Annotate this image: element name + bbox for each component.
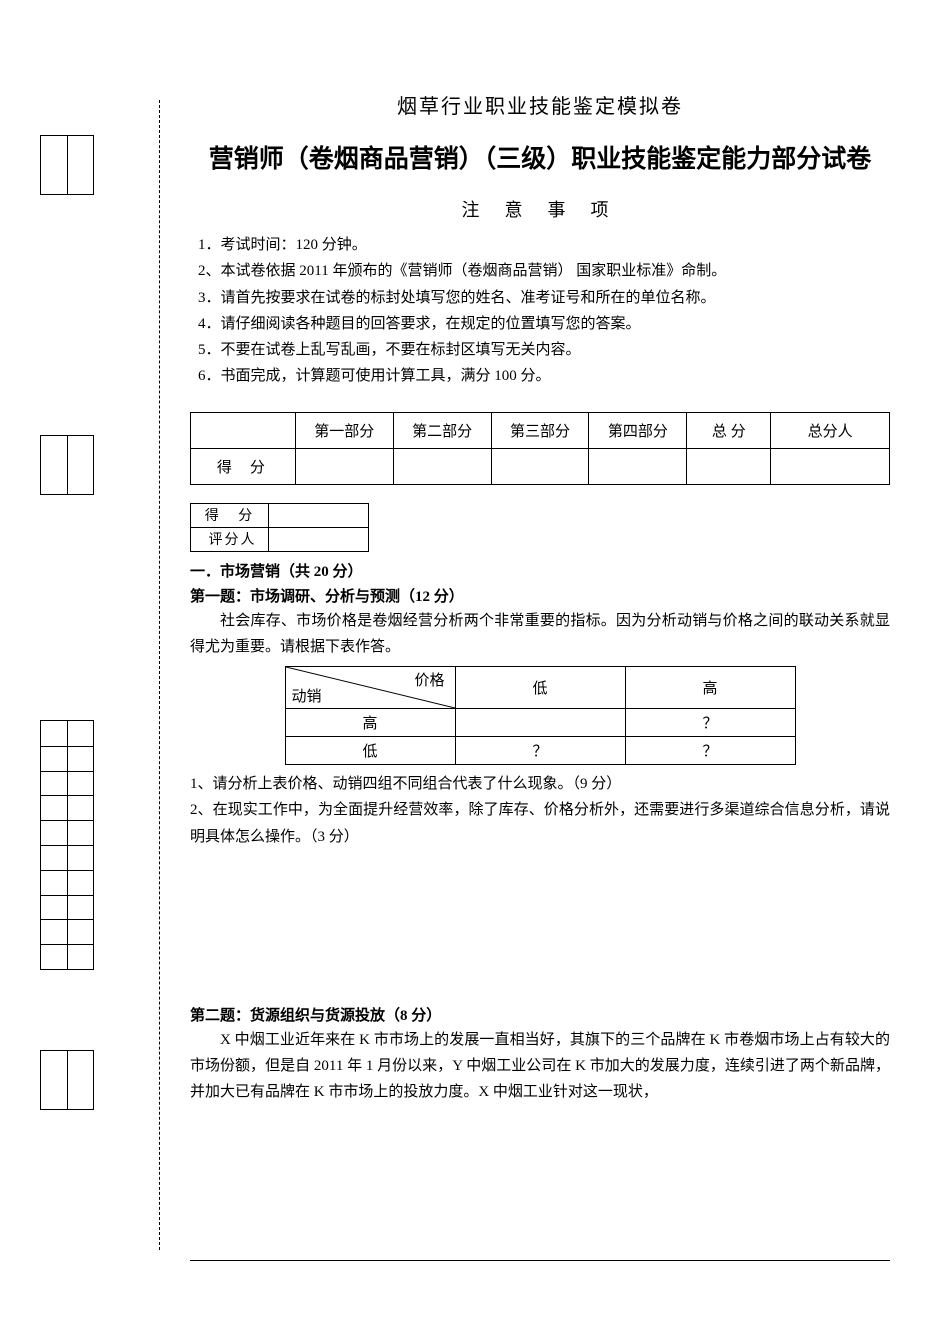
table-cell	[295, 448, 393, 484]
notice-item: 3．请首先按要求在试卷的标封处填写您的姓名、准考证号和所在的单位名称。	[198, 285, 890, 311]
table-cell: 第二部分	[393, 412, 491, 448]
question-title: 第一题：市场调研、分析与预测（12 分）	[190, 585, 890, 606]
table-cell	[393, 448, 491, 484]
margin-box-2	[40, 435, 94, 495]
table-row: 低 ？ ？	[285, 737, 795, 765]
margin-box-3	[40, 720, 94, 970]
notice-item: 4．请仔细阅读各种题目的回答要求，在规定的位置填写您的答案。	[198, 311, 890, 337]
footer-rule	[190, 1260, 890, 1261]
diag-bottom-label: 动销	[292, 685, 322, 706]
answer-space	[190, 850, 890, 1000]
table-cell: ？	[455, 737, 625, 765]
table-cell: 总 分	[687, 412, 771, 448]
table-cell: 第一部分	[295, 412, 393, 448]
table-cell: ？	[625, 709, 795, 737]
notice-item: 1．考试时间：120 分钟。	[198, 232, 890, 258]
table-row: 价格 动销 低 高	[285, 667, 795, 709]
matrix-table: 价格 动销 低 高 高 ？ 低 ？ ？	[285, 666, 796, 765]
table-cell	[191, 412, 296, 448]
table-cell: ？	[625, 737, 795, 765]
table-row: 第一部分 第二部分 第三部分 第四部分 总 分 总分人	[191, 412, 890, 448]
table-cell: 评分人	[191, 527, 269, 551]
table-cell: 高	[625, 667, 795, 709]
table-cell: 第三部分	[491, 412, 589, 448]
diagonal-header-cell: 价格 动销	[285, 667, 455, 709]
binding-margin	[40, 100, 160, 1250]
section-heading: 一．市场营销（共 20 分）	[190, 560, 890, 581]
table-cell	[269, 527, 369, 551]
table-cell: 得 分	[191, 503, 269, 527]
question-body: X 中烟工业近年来在 K 市市场上的发展一直相当好，其旗下的三个品牌在 K 市卷…	[190, 1027, 890, 1106]
table-cell: 低	[285, 737, 455, 765]
notice-item: 2、本试卷依据 2011 年颁布的《营销师（卷烟商品营销） 国家职业标准》命制。	[198, 258, 890, 284]
sub-question: 2、在现实工作中，为全面提升经营效率，除了库存、价格分析外，还需要进行多渠道综合…	[190, 797, 890, 850]
table-cell	[771, 448, 890, 484]
sub-question: 1、请分析上表价格、动销四组不同组合代表了什么现象。（9 分）	[190, 771, 890, 797]
table-cell	[687, 448, 771, 484]
table-cell: 高	[285, 709, 455, 737]
notice-heading: 注 意 事 项	[190, 196, 890, 222]
margin-box-4	[40, 1050, 94, 1110]
question-title: 第二题：货源组织与货源投放（8 分）	[190, 1004, 890, 1025]
score-table: 第一部分 第二部分 第三部分 第四部分 总 分 总分人 得分	[190, 412, 890, 485]
diag-top-label: 价格	[414, 669, 444, 690]
table-cell: 第四部分	[589, 412, 687, 448]
question-body: 社会库存、市场价格是卷烟经营分析两个非常重要的指标。因为分析动销与价格之间的联动…	[190, 608, 890, 661]
table-cell	[589, 448, 687, 484]
doc-header: 烟草行业职业技能鉴定模拟卷	[190, 90, 890, 119]
notice-item: 6．书面完成，计算题可使用计算工具，满分 100 分。	[198, 363, 890, 389]
notice-item: 5．不要在试卷上乱写乱画，不要在标封区填写无关内容。	[198, 337, 890, 363]
notice-list: 1．考试时间：120 分钟。 2、本试卷依据 2011 年颁布的《营销师（卷烟商…	[190, 232, 890, 390]
table-cell	[269, 503, 369, 527]
table-cell	[455, 709, 625, 737]
table-row: 高 ？	[285, 709, 795, 737]
table-row: 评分人	[191, 527, 369, 551]
table-row: 得分	[191, 448, 890, 484]
margin-box-1	[40, 135, 94, 195]
table-row: 得 分	[191, 503, 369, 527]
table-cell: 总分人	[771, 412, 890, 448]
grader-table: 得 分 评分人	[190, 503, 369, 552]
doc-title: 营销师（卷烟商品营销）（三级）职业技能鉴定能力部分试卷	[190, 137, 890, 182]
table-cell: 低	[455, 667, 625, 709]
page-content: 烟草行业职业技能鉴定模拟卷 营销师（卷烟商品营销）（三级）职业技能鉴定能力部分试…	[190, 90, 890, 1106]
table-cell: 得分	[191, 448, 296, 484]
table-cell	[491, 448, 589, 484]
